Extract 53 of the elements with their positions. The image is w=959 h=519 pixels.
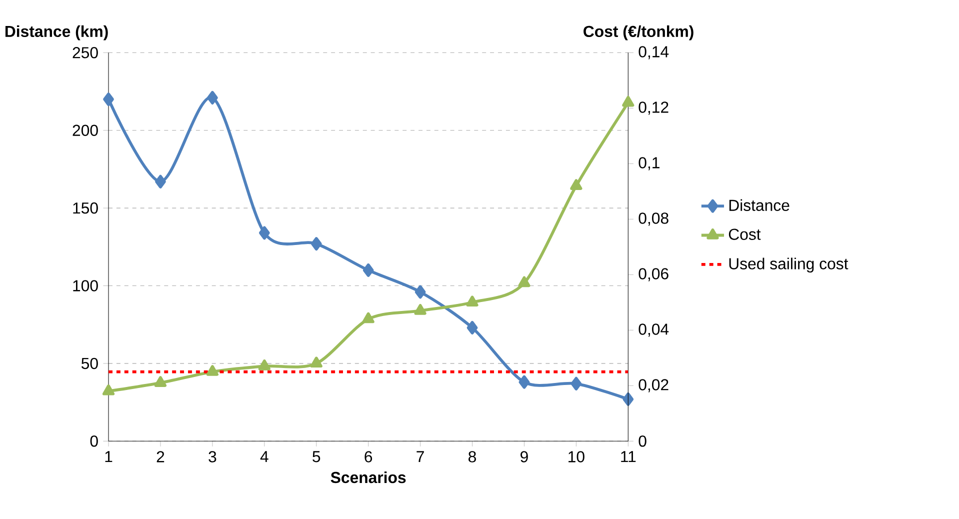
y2-tick-label: 0 bbox=[638, 436, 646, 447]
point bbox=[206, 365, 218, 376]
x-axis-title: Scenarios bbox=[330, 472, 406, 484]
y-tick-label: 250 bbox=[72, 47, 98, 58]
y2-tick-label: 0,1 bbox=[638, 157, 660, 170]
point bbox=[103, 92, 114, 106]
point bbox=[466, 296, 478, 307]
point bbox=[155, 175, 166, 189]
point bbox=[622, 392, 634, 406]
point bbox=[414, 304, 426, 316]
point bbox=[310, 237, 322, 251]
point bbox=[414, 285, 426, 299]
x-tick-label: 7 bbox=[416, 451, 424, 462]
y-tick-label: 0 bbox=[90, 436, 98, 447]
point bbox=[466, 321, 478, 335]
point bbox=[310, 356, 322, 368]
y2-tick-label: 0,12 bbox=[638, 102, 668, 115]
y2-tick-label: 0,02 bbox=[638, 379, 668, 392]
x-tick-label: 8 bbox=[468, 451, 476, 463]
y-tick-label: 50 bbox=[81, 358, 98, 370]
x-tick-label: 1 bbox=[105, 451, 112, 462]
y2-tick-label: 0,14 bbox=[638, 46, 669, 60]
point bbox=[154, 376, 167, 388]
point bbox=[518, 376, 530, 390]
x-tick-label: 10 bbox=[568, 451, 584, 463]
y2-tick-label: 0,04 bbox=[638, 324, 669, 337]
x-tick-label: 9 bbox=[520, 451, 528, 463]
point bbox=[258, 360, 270, 370]
point bbox=[518, 276, 530, 288]
legend-label: Distance bbox=[729, 199, 790, 212]
legend-label: Cost bbox=[728, 228, 761, 240]
point bbox=[207, 91, 218, 105]
x-tick-label: 3 bbox=[208, 451, 216, 463]
point bbox=[622, 96, 634, 107]
x-tick-label: 2 bbox=[156, 451, 164, 462]
point bbox=[570, 179, 582, 190]
x-tick-label: 6 bbox=[364, 451, 372, 463]
y-axis-title: Distance (km) bbox=[5, 26, 108, 40]
y2-axis-title: Cost (€/tonkm) bbox=[584, 26, 694, 40]
y-tick-label: 100 bbox=[73, 280, 98, 292]
y2-tick-label: 0,06 bbox=[638, 268, 668, 282]
point bbox=[258, 226, 270, 240]
y2-tick-label: 0,08 bbox=[638, 212, 668, 226]
x-tick-label: 5 bbox=[312, 451, 320, 462]
x-tick-label: 4 bbox=[260, 451, 268, 462]
point bbox=[362, 312, 374, 324]
point bbox=[102, 384, 115, 396]
point bbox=[570, 377, 582, 391]
y-tick-label: 150 bbox=[73, 202, 98, 214]
y-tick-label: 200 bbox=[72, 124, 98, 136]
x-tick-label: 11 bbox=[621, 451, 636, 462]
legend-label: Used sailing cost bbox=[729, 258, 848, 273]
point bbox=[362, 264, 374, 278]
